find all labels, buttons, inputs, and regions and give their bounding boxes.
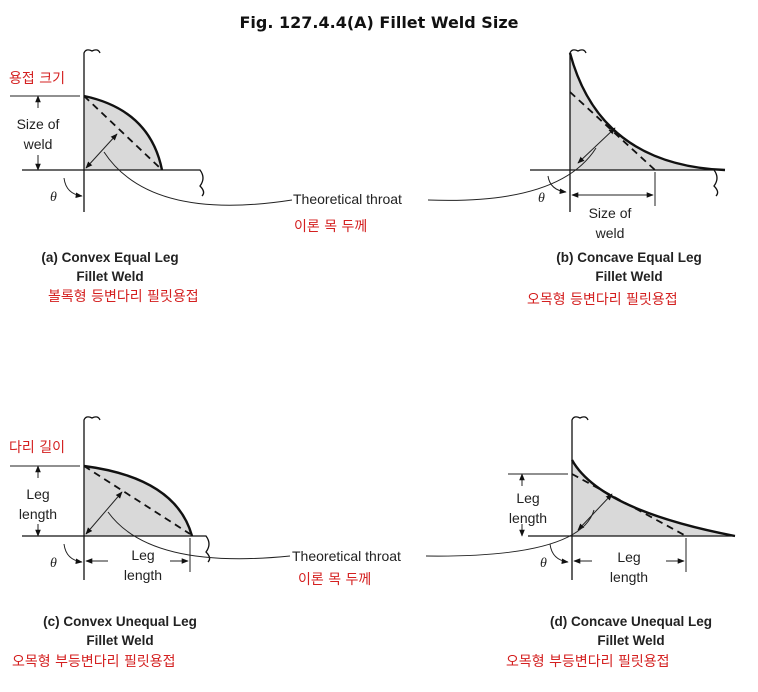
caption-c: (c) Convex Unequal Leg Fillet Weld bbox=[43, 614, 197, 648]
leg-length-label-c-horizontal: Leg length bbox=[123, 547, 163, 583]
theta-label-d: θ bbox=[540, 556, 547, 571]
leg-length-label-c-vertical: Leg length bbox=[18, 486, 58, 522]
theta-label-b: θ bbox=[538, 191, 545, 206]
theoretical-throat-korean-top: 이론 목 두께 bbox=[294, 219, 368, 235]
caption-a: (a) Convex Equal Leg Fillet Weld bbox=[41, 250, 179, 284]
figure-title: Fig. 127.4.4(A) Fillet Weld Size bbox=[239, 13, 519, 32]
leg-length-label-d-horizontal: Leg length bbox=[609, 549, 649, 585]
throat-leader-a bbox=[103, 151, 293, 206]
theoretical-throat-label-top: Theoretical throat bbox=[293, 191, 402, 207]
weld-size-korean: 용접 크기 bbox=[9, 71, 65, 87]
theta-label-c: θ bbox=[50, 556, 57, 571]
throat-leader-c bbox=[107, 511, 291, 560]
caption-d-korean: 오목형 부등변다리 필릿용접 bbox=[506, 654, 670, 670]
throat-leader-d bbox=[425, 509, 595, 557]
diagram-c-convex-unequal bbox=[10, 416, 211, 580]
size-of-weld-label-a: Size of weld bbox=[16, 116, 60, 152]
caption-b-korean: 오목형 등변다리 필릿용접 bbox=[527, 292, 678, 308]
diagram-b-concave-equal bbox=[530, 49, 726, 212]
size-of-weld-label-b: Size of weld bbox=[588, 205, 632, 241]
caption-c-korean: 오목형 부등변다리 필릿용접 bbox=[12, 654, 176, 670]
theoretical-throat-korean-bottom: 이론 목 두께 bbox=[298, 572, 372, 588]
caption-d: (d) Concave Unequal Leg Fillet Weld bbox=[549, 614, 713, 648]
leg-length-label-d-vertical: Leg length bbox=[508, 490, 548, 526]
caption-a-korean: 볼록형 등변다리 필릿용접 bbox=[48, 289, 199, 305]
throat-leader-b bbox=[427, 147, 597, 201]
leg-length-korean: 다리 길이 bbox=[9, 440, 65, 456]
diagram-a-convex-equal bbox=[10, 49, 205, 212]
diagram-d-concave-unequal bbox=[508, 416, 736, 580]
theta-label-a: θ bbox=[50, 190, 57, 205]
caption-b: (b) Concave Equal Leg Fillet Weld bbox=[556, 250, 702, 284]
theoretical-throat-label-bottom: Theoretical throat bbox=[292, 548, 401, 564]
